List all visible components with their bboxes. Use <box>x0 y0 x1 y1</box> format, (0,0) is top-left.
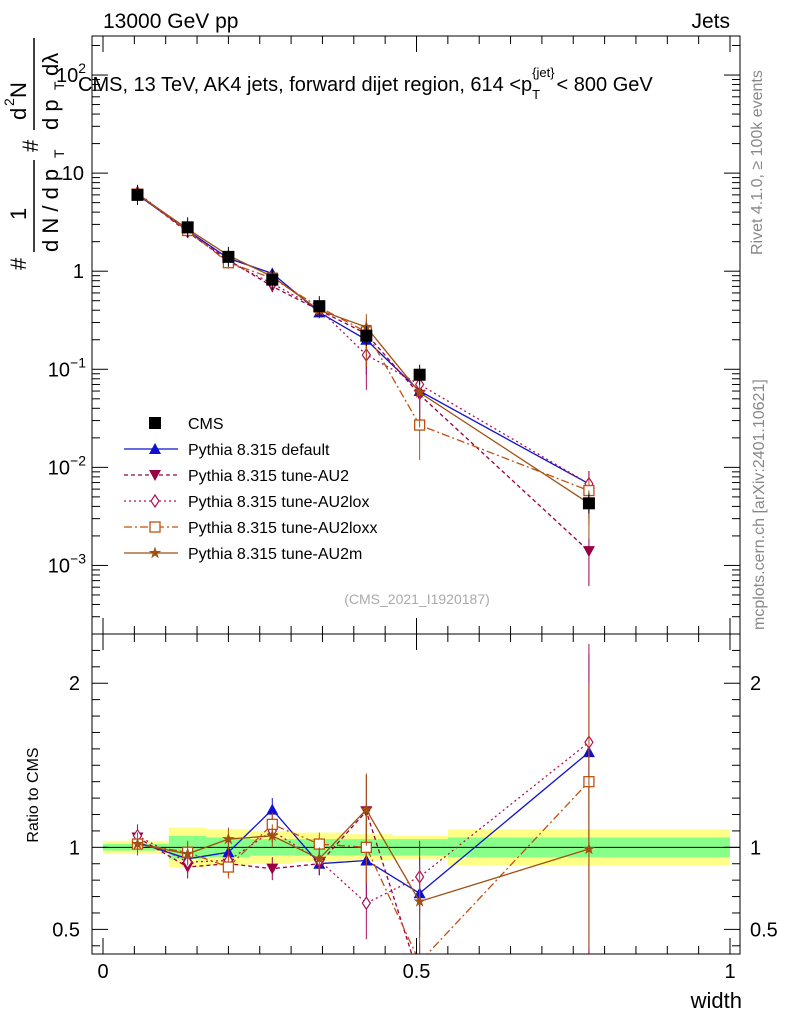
title-sub: T <box>532 87 540 102</box>
ratio-uncertainty-bands <box>103 827 740 868</box>
ratio-xlabel: width <box>690 988 742 1013</box>
analysis-watermark: (CMS_2021_I1920187) <box>344 591 490 607</box>
legend-label: CMS <box>188 416 224 433</box>
main-series-group <box>131 184 596 587</box>
main-ylabel: # 1 d N / d p T # d 2 N d p T dλ <box>1 38 67 270</box>
main-ytick-label: 1 <box>73 261 84 283</box>
ratio-series-line <box>137 809 413 954</box>
legend-entry: Pythia 8.315 default <box>124 442 330 459</box>
ratio-series-point <box>583 957 595 968</box>
legend-entry: Pythia 8.315 tune-AU2 <box>124 468 349 485</box>
ratio-ytick-label-right: 2 <box>750 673 761 695</box>
ratio-xtick-label: 0 <box>97 961 108 983</box>
main-ytick-label: 10−2 <box>48 452 86 479</box>
main-series-point <box>413 386 426 398</box>
ratio-ytick-label-right: 0.5 <box>750 919 778 941</box>
cms-data-point <box>360 329 373 342</box>
ratio-xtick-label: 1 <box>724 961 735 983</box>
header-left: 13000 GeV pp <box>103 10 238 33</box>
header-right: Jets <box>691 10 730 33</box>
title-sup: {jet} <box>532 65 555 80</box>
ratio-frame <box>91 633 741 955</box>
ratio-series-point <box>222 832 235 845</box>
ylabel-hash-1: # <box>6 257 31 270</box>
ylabel-sup-2: 2 <box>1 98 17 106</box>
cms-data-point <box>266 273 279 286</box>
legend-marker <box>149 443 161 454</box>
ratio-series-clipped <box>131 643 596 968</box>
legend-marker <box>148 546 162 559</box>
ratio-series-group <box>131 643 596 968</box>
ratio-series-point <box>131 837 144 850</box>
ratio-series-point <box>181 847 194 860</box>
ratio-panel: 0.5 0.5 1 1 2 2 0 0.5 1 <box>52 633 778 983</box>
ratio-ytick-label: 1 <box>69 837 80 859</box>
ratio-series-point <box>582 842 596 855</box>
legend-entry: Pythia 8.315 tune-AU2loxx <box>124 520 377 537</box>
main-ytick-label: 10−3 <box>48 550 86 577</box>
cms-data-point <box>131 188 144 201</box>
ylabel-n: N <box>6 82 31 98</box>
ratio-ytick-label: 0.5 <box>52 919 80 941</box>
ylabel-d: d <box>6 108 31 120</box>
ratio-series-point <box>266 863 279 875</box>
ratio-series-point <box>266 803 279 815</box>
ylabel-sub-t: T <box>51 149 67 158</box>
legend-label: Pythia 8.315 tune-AU2m <box>188 546 362 563</box>
cms-data-point <box>413 368 426 381</box>
title-suffix: < 800 GeV <box>557 74 654 96</box>
plot-title: CMS, 13 TeV, AK4 jets, forward dijet reg… <box>78 65 653 102</box>
ratio-series-point <box>360 803 373 815</box>
main-ytick-label: 10 <box>62 163 84 185</box>
ylabel-one: 1 <box>6 208 31 220</box>
rivet-label: Rivet 4.1.0, ≥ 100k events <box>749 70 766 255</box>
main-ytick-label: 102 <box>56 60 86 87</box>
ratio-ylabel: Ratio to CMS <box>25 747 42 842</box>
legend-label: Pythia 8.315 tune-AU2lox <box>188 494 369 511</box>
cms-data-point <box>181 221 194 234</box>
legend-label: Pythia 8.315 default <box>188 442 330 459</box>
legend-marker <box>149 417 161 429</box>
ratio-series-point <box>266 829 279 842</box>
legend-marker <box>150 493 160 509</box>
title-prefix: CMS, 13 TeV, AK4 jets, forward dijet reg… <box>78 74 532 96</box>
main-frame <box>91 35 741 635</box>
legend-marker <box>149 470 161 481</box>
ratio-series-point <box>413 895 426 907</box>
ylabel-dpt: d p <box>38 99 63 130</box>
legend: CMS Pythia 8.315 default Pythia 8.315 tune… <box>124 416 377 563</box>
ratio-series-point <box>313 852 326 865</box>
legend-label: Pythia 8.315 tune-AU2 <box>188 468 349 485</box>
main-ytick-label: 10−1 <box>48 354 86 381</box>
ratio-ytick-label: 2 <box>69 673 80 695</box>
legend-entry-cms: CMS <box>149 416 224 433</box>
ylabel-sub-t-2: T <box>51 81 67 90</box>
ratio-series-point <box>222 861 235 873</box>
main-series-point <box>582 546 595 558</box>
ratio-series-line <box>137 741 590 904</box>
main-axis-ticks: 10−3 10−2 10−1 1 10 102 <box>48 36 740 634</box>
main-series-line <box>137 193 590 492</box>
ratio-series-line <box>137 751 590 895</box>
legend-entry: Pythia 8.315 tune-AU2m <box>124 546 362 563</box>
ratio-ytick-label-right: 1 <box>750 837 761 859</box>
legend-entry: Pythia 8.315 tune-AU2lox <box>124 493 369 511</box>
mcplots-label: mcplots.cern.ch [arXiv:2401.10621] <box>751 379 768 630</box>
legend-label: Pythia 8.315 tune-AU2loxx <box>188 520 377 537</box>
ylabel-dndpt: d N / d p <box>38 169 63 252</box>
ylabel-dlambda: dλ <box>38 53 63 76</box>
ratio-series-point <box>361 896 372 911</box>
cms-data-point <box>313 300 326 313</box>
ratio-series-line <box>137 808 590 903</box>
legend-marker <box>149 521 161 533</box>
main-series-line <box>137 193 590 504</box>
cms-data-point <box>582 497 595 510</box>
main-panel: 10−3 10−2 10−1 1 10 102 <box>48 35 741 635</box>
ratio-axis-ticks: 0.5 0.5 1 1 2 2 0 0.5 1 <box>52 634 778 983</box>
ylabel-hash-2: # <box>18 139 43 152</box>
ratio-xtick-label: 0.5 <box>403 961 431 983</box>
ratio-series-line <box>137 781 590 954</box>
cms-data-point <box>222 250 235 263</box>
